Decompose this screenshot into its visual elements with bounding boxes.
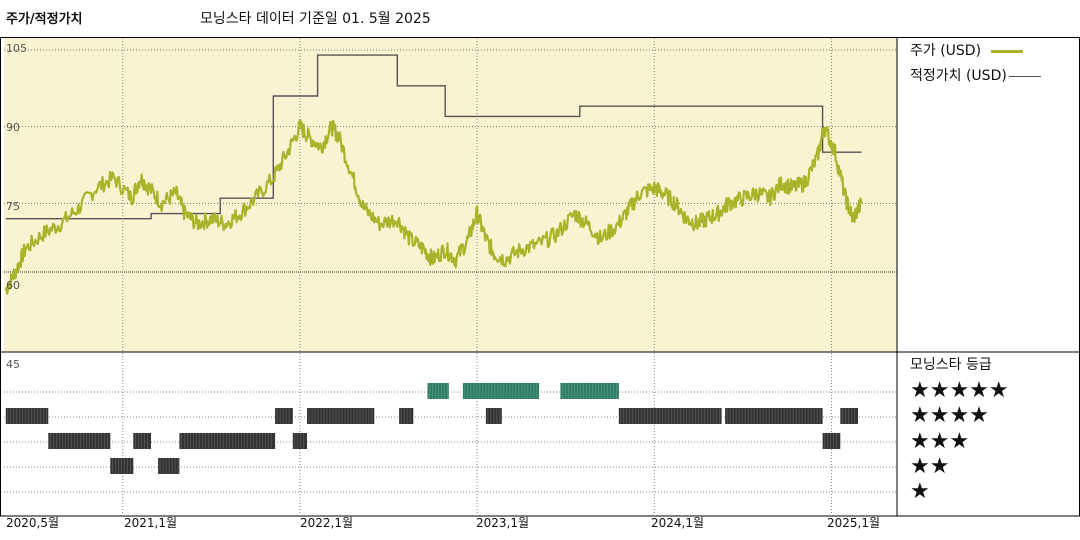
legend-fair-value: 적정가치 (USD)	[910, 65, 1041, 85]
rating-bar-3-star-3	[292, 433, 307, 449]
y-tick-90: 90	[6, 121, 20, 134]
rating-bar-4-star-4	[485, 408, 502, 424]
legend-price: 주가 (USD)	[910, 40, 1024, 60]
price-line	[4, 119, 863, 295]
two-star-icon: ★★	[910, 454, 950, 479]
rating-bar-5-star-0	[427, 383, 449, 399]
rating-bar-3-star-2	[179, 433, 276, 449]
rating-bar-3-star-1	[133, 433, 151, 449]
data-date-subtitle: 모닝스타 데이터 기준일 01. 5월 2025	[200, 11, 431, 27]
rating-bar-4-star-0	[5, 408, 49, 424]
five-star-icon: ★★★★★	[910, 378, 1009, 403]
fair-value-line	[5, 54, 862, 220]
four-star-icon: ★★★★	[910, 403, 989, 428]
rating-bar-5-star-2	[560, 383, 619, 399]
rating-bar-3-star-4	[822, 433, 841, 449]
legend-price-swatch	[991, 49, 1024, 53]
y-tick-45: 45	[6, 358, 20, 371]
chart-title: 주가/적정가치	[6, 12, 83, 27]
legend-fair-value-swatch	[1008, 75, 1041, 77]
rating-bar-4-star-7	[840, 408, 858, 424]
y-tick-60: 60	[6, 279, 20, 292]
rating-bar-2-star-1	[158, 458, 180, 474]
y-tick-75: 75	[6, 200, 20, 213]
rating-bar-4-star-6	[725, 408, 823, 424]
rating-bar-3-star-0	[48, 433, 111, 449]
rating-bar-5-star-1	[462, 383, 540, 399]
plot-background	[4, 38, 897, 352]
y-tick-105: 105	[6, 42, 27, 55]
rating-bar-2-star-0	[110, 458, 134, 474]
legend-price-label: 주가 (USD)	[910, 43, 982, 59]
rating-bar-4-star-3	[399, 408, 414, 424]
one-star-icon: ★	[910, 479, 930, 504]
rating-bar-4-star-5	[618, 408, 722, 424]
rating-title: 모닝스타 등급	[910, 357, 992, 373]
three-star-icon: ★★★	[910, 429, 970, 454]
x-label-2024-1: 2024,1월	[651, 516, 705, 530]
x-label-2020-5: 2020,5월	[6, 516, 60, 530]
x-label-2025-1: 2025,1월	[827, 516, 881, 530]
x-label-2021-1: 2021,1월	[124, 516, 178, 530]
x-label-2022-1: 2022,1월	[300, 516, 354, 530]
rating-bar-4-star-1	[275, 408, 293, 424]
legend-fair-value-label: 적정가치 (USD)	[910, 68, 1007, 84]
rating-bar-4-star-2	[307, 408, 375, 424]
x-label-2023-1: 2023,1월	[476, 516, 530, 530]
